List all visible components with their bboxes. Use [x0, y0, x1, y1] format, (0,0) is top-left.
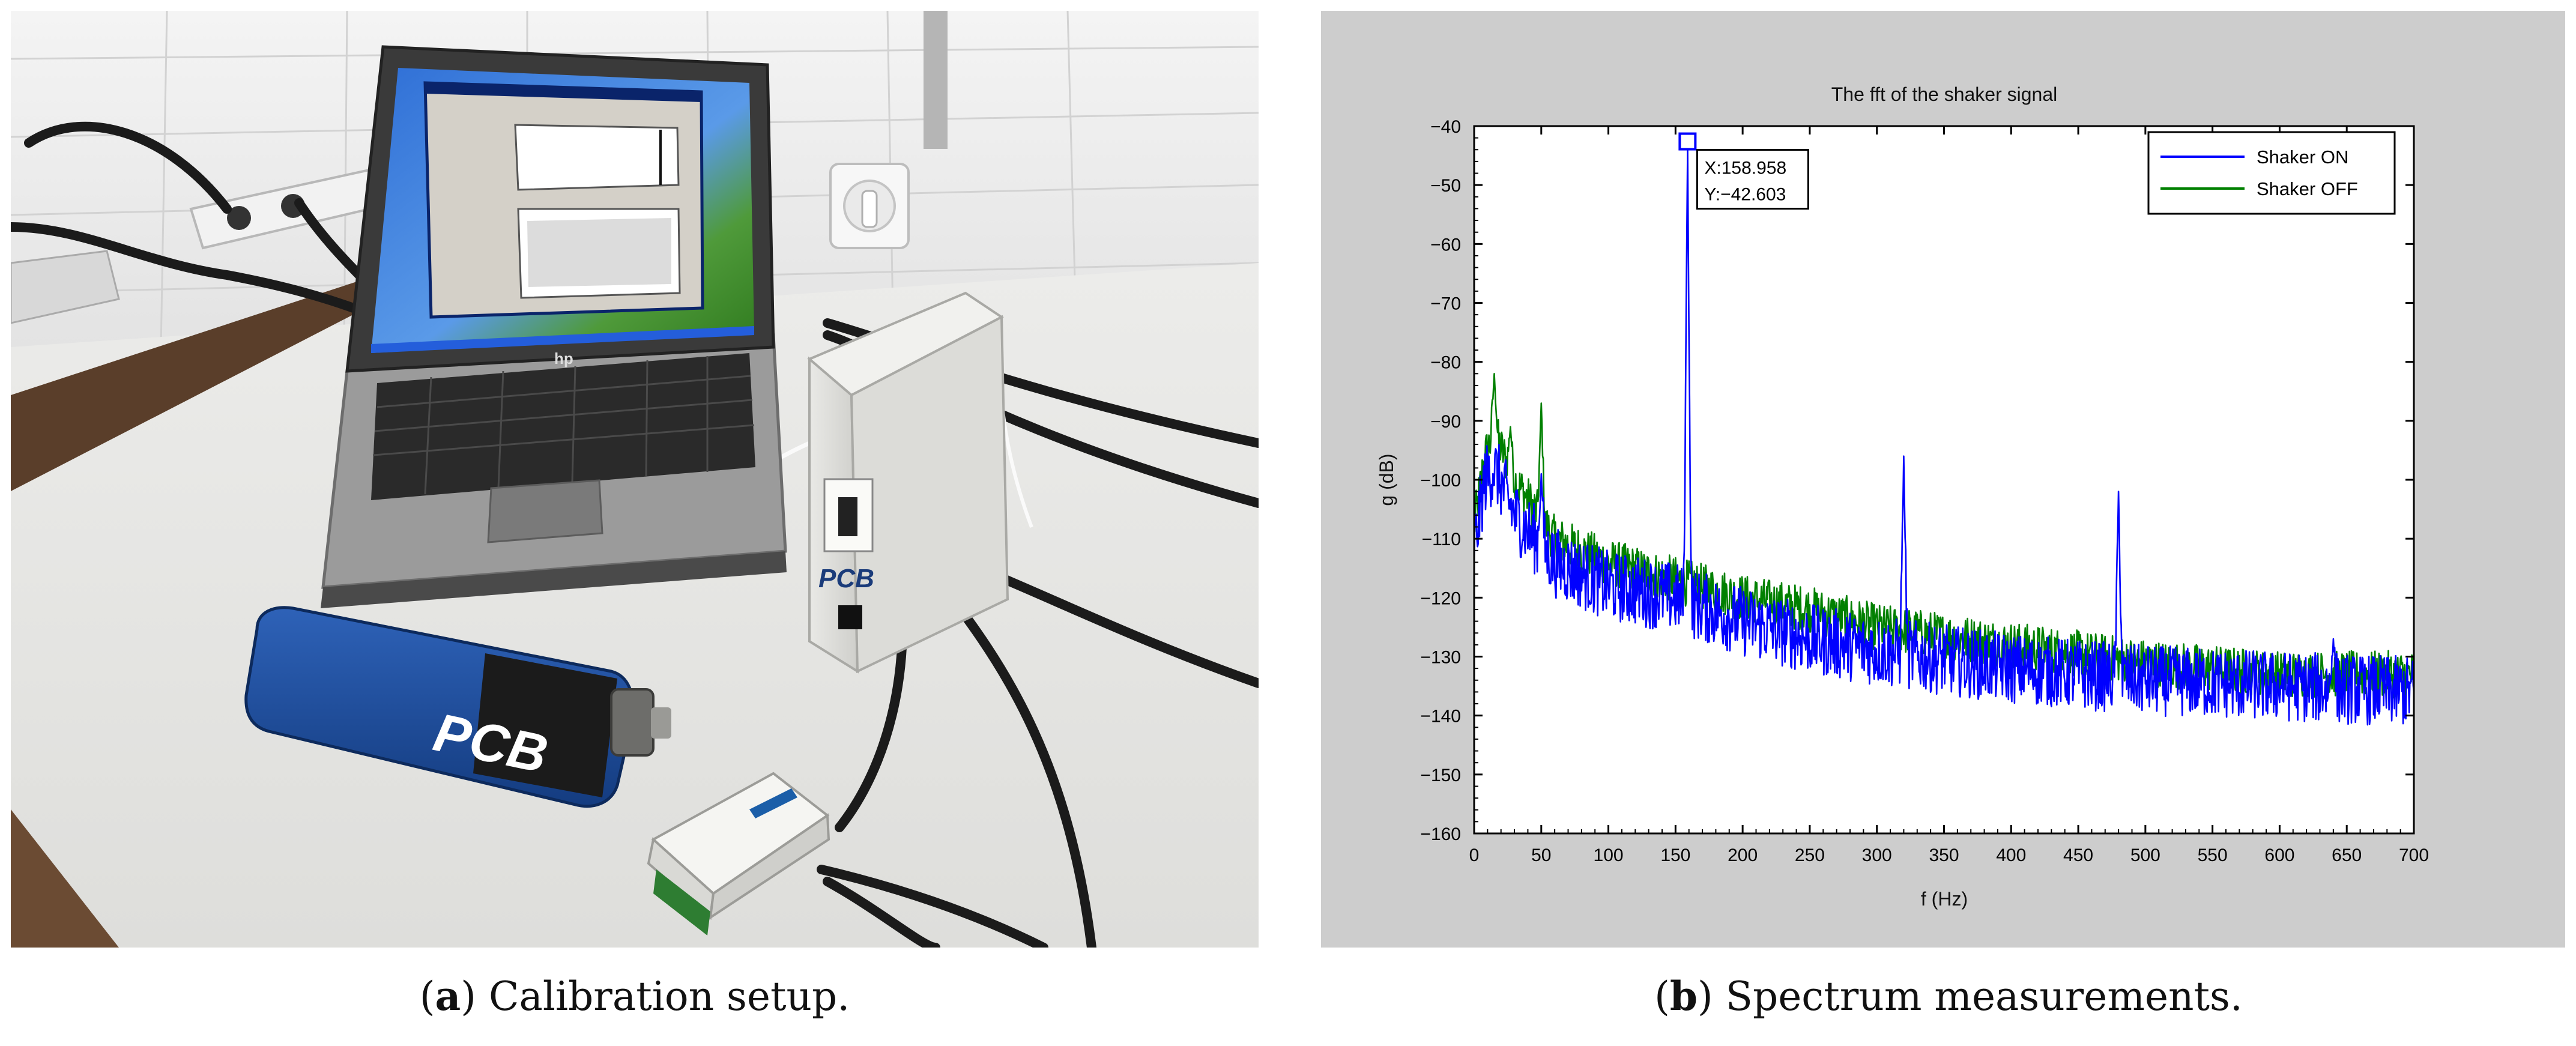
conditioner-brand-label: PCB [818, 564, 874, 593]
caption-panel-a: (a) Calibration setup. [419, 973, 850, 1020]
x-tick-label: 350 [1929, 845, 1959, 865]
conditioner-side [850, 315, 1009, 674]
daq-logo [749, 788, 797, 818]
caption-a-text: Calibration setup. [488, 973, 850, 1020]
y-tick-label: −40 [1430, 117, 1461, 137]
plot-area [1474, 126, 2414, 833]
datatip: X:158.958 Y:−42.603 [1678, 132, 1809, 210]
y-tick-label: −150 [1420, 766, 1461, 785]
x-tick-label: 200 [1728, 845, 1758, 865]
conditioner-gauge [823, 478, 874, 552]
legend-label-shaker-off: Shaker OFF [2257, 178, 2358, 199]
y-tick-label: −160 [1420, 824, 1461, 844]
y-tick-label: −60 [1430, 235, 1461, 255]
calibrator-connector [651, 707, 671, 739]
x-tick-label: 700 [2399, 845, 2429, 865]
wall-pipe [924, 11, 948, 149]
calibration-setup-photo: hp PCB PCB [11, 11, 1259, 948]
laptop-touchpad [487, 479, 603, 543]
y-tick-label: −100 [1420, 471, 1461, 491]
series-layer [1473, 148, 2415, 726]
laptop-logo: hp [554, 349, 573, 367]
y-tick-label: −120 [1420, 588, 1461, 608]
spectrum-chart-panel: The fft of the shaker signal f (Hz) g (d… [1321, 11, 2565, 948]
y-tick-label: −90 [1430, 412, 1461, 432]
screen-taskbar [371, 326, 754, 353]
y-tick-label: −70 [1430, 294, 1461, 314]
daq-front [709, 813, 830, 921]
legend-box [2147, 131, 2396, 215]
legend-label-shaker-on: Shaker ON [2257, 147, 2348, 168]
y-axis-label: g (dB) [1376, 453, 1397, 506]
x-tick-label: 400 [1996, 845, 2026, 865]
laptop-front-edge [321, 551, 787, 608]
x-tick-label: 650 [2332, 845, 2362, 865]
y-tick-label: −110 [1422, 530, 1461, 549]
conditioner-switch [838, 497, 857, 536]
legend: Shaker ON Shaker OFF [2147, 131, 2396, 215]
x-tick-label: 450 [2063, 845, 2093, 865]
desk-edge-front [11, 809, 119, 948]
x-tick-label: 600 [2264, 845, 2294, 865]
desk-edge [11, 269, 395, 491]
x-axis-label: f (Hz) [1921, 888, 1968, 910]
caption-a-letter: a [435, 973, 461, 1020]
y-tick-label: −50 [1430, 176, 1461, 196]
x-tick-label: 250 [1795, 845, 1825, 865]
datatip-marker [1678, 132, 1697, 151]
daq-terminals [653, 869, 710, 936]
datatip-box [1696, 149, 1809, 210]
x-tick-label: 50 [1531, 845, 1551, 865]
laptop: hp [321, 45, 787, 608]
caption-b-letter: b [1669, 973, 1698, 1020]
wall-socket [829, 163, 910, 249]
caption-panel-b: (b) Spectrum measurements. [1654, 973, 2243, 1020]
datatip-y-value: Y:−42.603 [1704, 185, 1786, 205]
chart-title: The fft of the shaker signal [1831, 83, 2058, 105]
conditioner-connector [838, 605, 862, 629]
x-tick-label: 100 [1594, 845, 1624, 865]
calibrator-strap [473, 653, 617, 797]
x-tick-label: 550 [2198, 845, 2228, 865]
photo-illustration: hp PCB PCB [11, 11, 1259, 948]
x-tick-label: 500 [2130, 845, 2160, 865]
y-tick-label: −80 [1430, 353, 1461, 373]
daq-device [647, 772, 830, 936]
screen-app-titlebar [425, 83, 701, 102]
fft-chart: The fft of the shaker signal f (Hz) g (d… [1376, 83, 2429, 910]
tick-layer: 0 50 100 150 200 250 300 350 400 450 500 550 600 650 7… [1420, 117, 2429, 865]
datatip-x-value: X:158.958 [1704, 159, 1786, 178]
calibrator-device: PCB [244, 606, 671, 808]
screen-plot-2-fill [527, 218, 671, 287]
keyboard-keys [372, 356, 755, 495]
screen-plot-1 [514, 124, 680, 191]
x-tick-label: 150 [1660, 845, 1690, 865]
x-tick-label: 0 [1469, 845, 1480, 865]
y-tick-label: −140 [1420, 707, 1461, 727]
signal-conditioner: PCB [807, 291, 1009, 674]
series-line-shaker-on [1473, 148, 2415, 726]
calibrator-head [610, 688, 655, 757]
other-laptop [11, 250, 120, 324]
y-tick-label: −130 [1420, 648, 1461, 668]
caption-b-text: Spectrum measurements. [1725, 973, 2243, 1020]
x-tick-label: 300 [1862, 845, 1892, 865]
laptop-keyboard [371, 353, 755, 500]
